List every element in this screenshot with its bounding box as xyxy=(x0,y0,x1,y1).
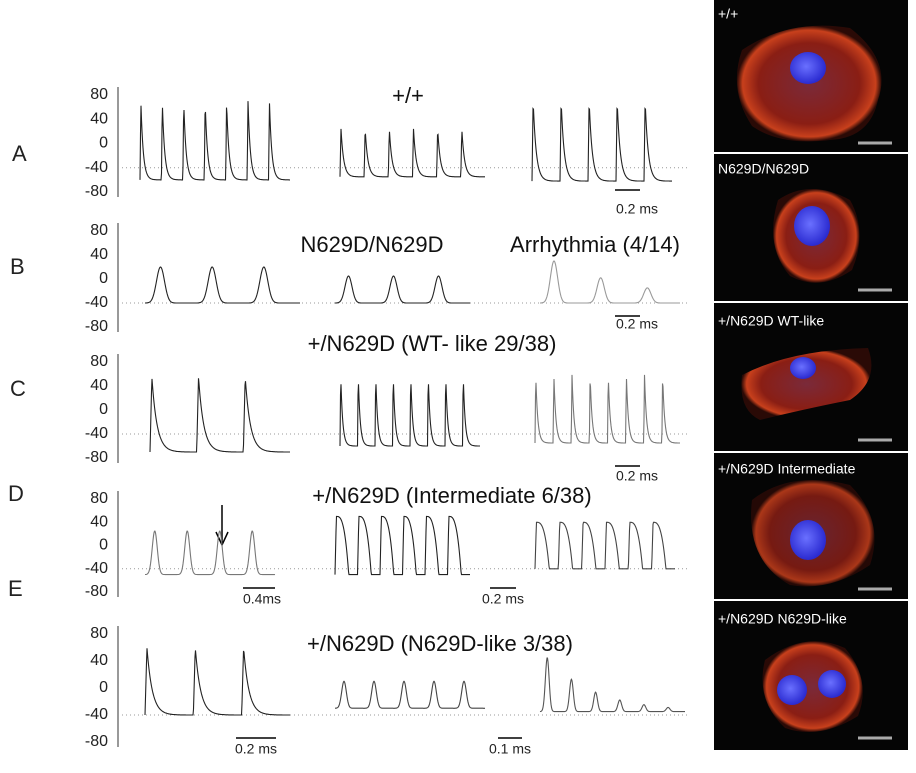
row-label: D xyxy=(8,481,24,506)
trace xyxy=(145,530,276,576)
image-scale-bars xyxy=(858,141,892,740)
y-tick-label: 0 xyxy=(99,270,108,287)
panel-title: +/N629D (Intermediate 6/38) xyxy=(312,483,591,508)
row-label: E xyxy=(8,576,23,601)
panel-title: +/+ xyxy=(392,83,424,108)
image-label: N629D/N629D xyxy=(718,161,809,177)
panel-title: +/N629D (WT- like 29/38) xyxy=(308,331,557,356)
trace xyxy=(144,648,290,716)
scale-label: 0.2 ms xyxy=(616,316,658,332)
image-dividers xyxy=(714,152,908,601)
row-label: C xyxy=(10,376,26,401)
y-tick-label: -40 xyxy=(85,425,108,442)
panel-title: N629D/N629D xyxy=(300,232,443,257)
row-label: B xyxy=(10,254,25,279)
y-tick-label: 40 xyxy=(90,377,108,394)
trace xyxy=(339,128,485,178)
scale-label: 0.1 ms xyxy=(489,741,531,757)
image-label: +/N629D N629D-like xyxy=(718,611,847,627)
trace xyxy=(335,680,486,709)
scale-label: 0.2 ms xyxy=(482,591,524,607)
y-tick-label: 40 xyxy=(90,652,108,669)
y-tick-label: 80 xyxy=(90,625,108,642)
y-tick-label: 0 xyxy=(99,401,108,418)
y-tick-label: 0 xyxy=(99,679,108,696)
trace xyxy=(149,378,290,453)
y-tick-label: 80 xyxy=(90,86,108,103)
y-tick-label: -40 xyxy=(85,294,108,311)
row-label: A xyxy=(12,141,27,166)
y-tick-label: -40 xyxy=(85,706,108,723)
trace xyxy=(139,101,290,181)
panel-title: +/N629D (N629D-like 3/38) xyxy=(307,631,573,656)
y-tick-label: -80 xyxy=(85,318,108,335)
image-label: +/N629D Intermediate xyxy=(718,461,856,477)
y-tick-label: 0 xyxy=(99,135,108,152)
trace xyxy=(539,657,685,713)
scale-label: 0.2 ms xyxy=(616,201,658,217)
y-tick-label: -80 xyxy=(85,449,108,466)
y-tick-label: 80 xyxy=(90,222,108,239)
scale-label: 0.2 ms xyxy=(235,741,277,757)
y-tick-label: 80 xyxy=(90,490,108,507)
y-tick-label: -80 xyxy=(85,183,108,200)
y-tick-label: -40 xyxy=(85,560,108,577)
trace xyxy=(534,374,680,444)
scale-label: 0.2 ms xyxy=(616,468,658,484)
micrographs xyxy=(736,25,882,732)
trace xyxy=(145,266,300,304)
y-tick-label: 40 xyxy=(90,513,108,530)
y-tick-label: 40 xyxy=(90,246,108,263)
y-tick-label: -80 xyxy=(85,733,108,750)
y-tick-label: -40 xyxy=(85,159,108,176)
y-tick-label: 80 xyxy=(90,353,108,370)
image-label: +/+ xyxy=(718,6,738,22)
trace xyxy=(334,515,470,576)
trace xyxy=(339,384,480,447)
trace xyxy=(540,260,680,304)
y-tick-label: -80 xyxy=(85,583,108,600)
trace xyxy=(335,275,470,304)
image-label: +/N629D WT-like xyxy=(718,313,824,329)
scale-label: 0.4ms xyxy=(243,591,281,607)
y-tick-label: 40 xyxy=(90,110,108,127)
y-tick-label: 0 xyxy=(99,537,108,554)
trace xyxy=(534,521,676,570)
trace xyxy=(531,107,672,182)
panel-title: Arrhythmia (4/14) xyxy=(510,232,680,257)
